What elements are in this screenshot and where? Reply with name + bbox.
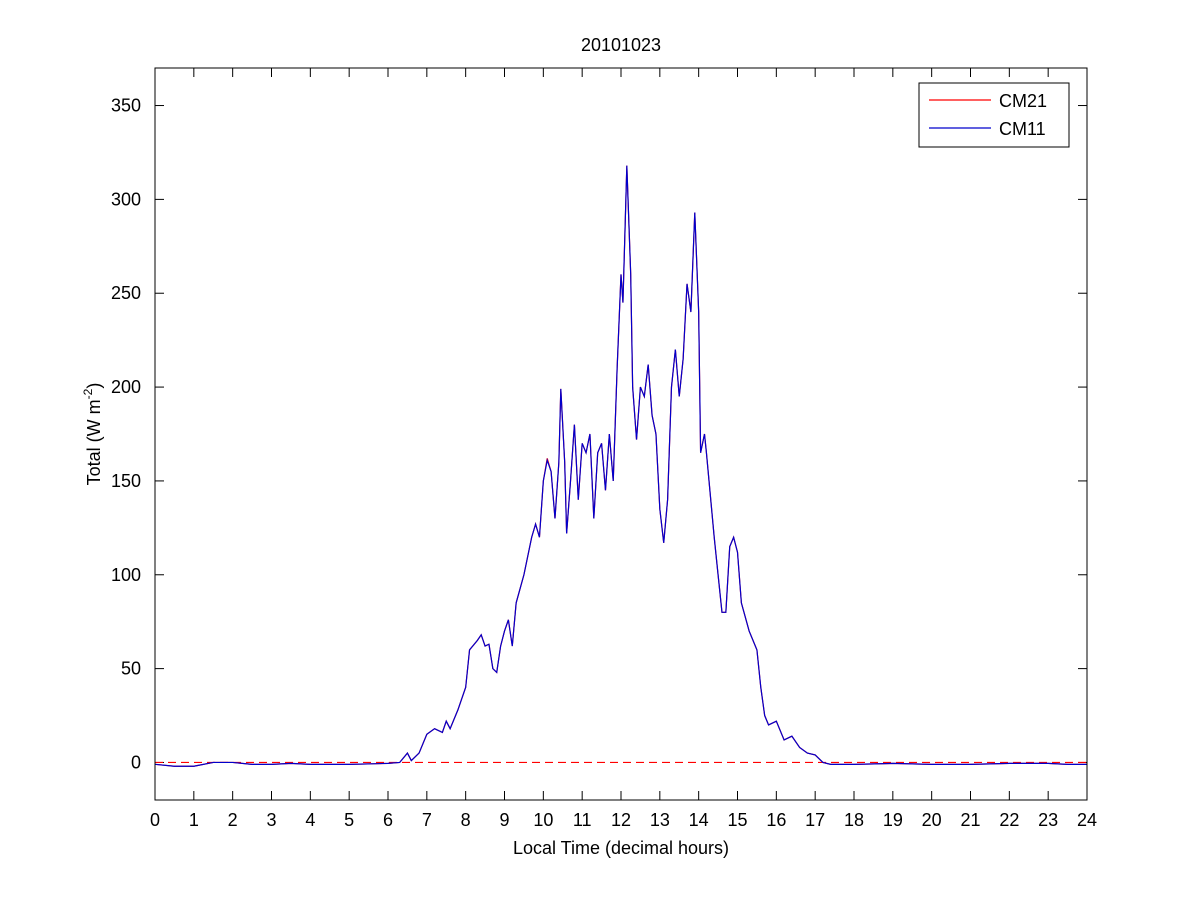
y-label-text: Total (W m: [84, 399, 104, 485]
y-tick-label: 250: [111, 283, 141, 303]
series-line: [154, 165, 1087, 767]
y-tick-label: 300: [111, 189, 141, 209]
y-tick-label: 200: [111, 377, 141, 397]
x-axis-label: Local Time (decimal hours): [513, 838, 729, 858]
plot-area: [155, 68, 1087, 800]
x-tick-label: 8: [461, 810, 471, 830]
x-tick-label: 21: [960, 810, 980, 830]
plot-frame: [154, 67, 1088, 801]
legend-box: [918, 82, 1070, 148]
x-tick-label: 15: [727, 810, 747, 830]
x-tick-label: 10: [533, 810, 553, 830]
x-tick-label: 6: [383, 810, 393, 830]
x-tick-label: 2: [228, 810, 238, 830]
x-tick-label: 23: [1038, 810, 1058, 830]
legend-label: CM21: [999, 91, 1047, 111]
legend-label: CM11: [999, 119, 1046, 139]
x-tick-label: 7: [422, 810, 432, 830]
x-tick-label: 20: [922, 810, 942, 830]
x-tick-label: 18: [844, 810, 864, 830]
x-tick-label: 16: [766, 810, 786, 830]
x-tick-label: 19: [883, 810, 903, 830]
x-tick-label: 17: [805, 810, 825, 830]
y-axis-label: Total (W m-2): [81, 383, 104, 486]
y-tick-label: 100: [111, 565, 141, 585]
x-tick-label: 9: [499, 810, 509, 830]
chart-title: 20101023: [581, 35, 661, 55]
x-tick-label: 12: [611, 810, 631, 830]
y-tick-label: 150: [111, 471, 141, 491]
y-tick-label: 350: [111, 96, 141, 116]
x-tick-label: 1: [189, 810, 199, 830]
x-tick-label: 3: [266, 810, 276, 830]
x-tick-label: 13: [650, 810, 670, 830]
x-tick-label: 4: [305, 810, 315, 830]
x-tick-label: 11: [573, 810, 592, 830]
y-tick-label: 50: [121, 659, 141, 679]
y-label-end: ): [84, 383, 104, 389]
y-tick-label: 0: [131, 752, 141, 772]
x-tick-label: 0: [150, 810, 160, 830]
x-tick-label: 14: [689, 810, 709, 830]
x-tick-label: 22: [999, 810, 1019, 830]
y-label-sup: -2: [81, 388, 95, 399]
x-tick-label: 24: [1077, 810, 1097, 830]
x-tick-label: 5: [344, 810, 354, 830]
